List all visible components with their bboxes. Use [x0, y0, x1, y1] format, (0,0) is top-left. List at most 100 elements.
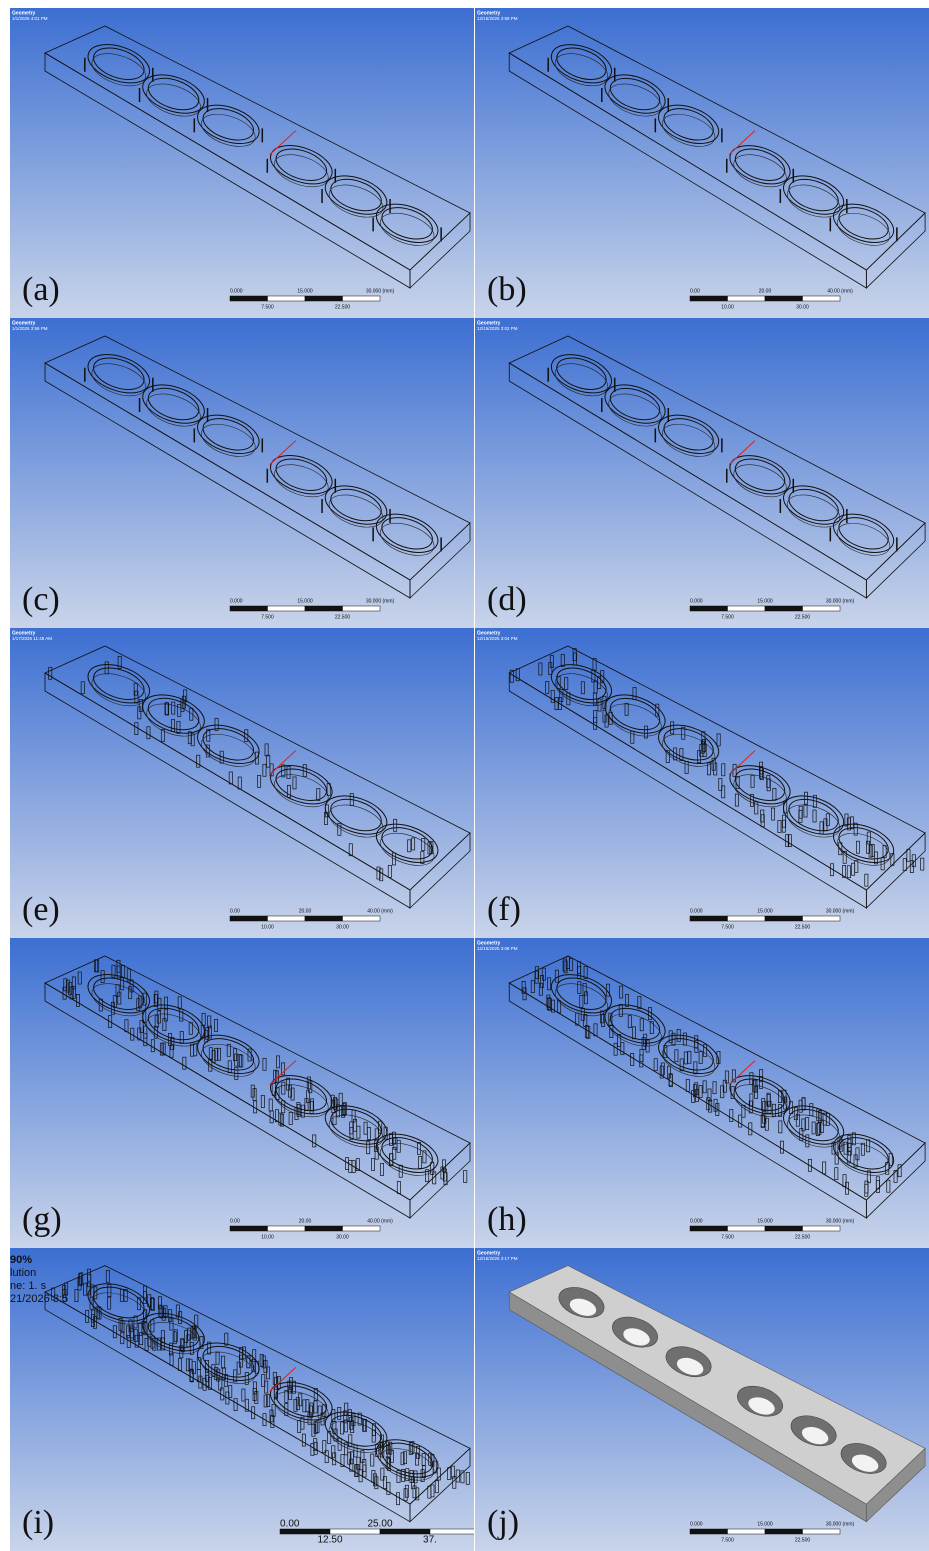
viewport-header: 12/15/2025 3:02 PM — [477, 326, 518, 331]
scale-label: 30.00 — [336, 1234, 349, 1240]
scale-label: 0.000 — [690, 908, 703, 914]
panel: 90%lutionne: 1. s21/2026 3:5 (i) 0.00 25.00… — [10, 1248, 474, 1551]
panel-label: (a) — [22, 271, 60, 308]
scale-label: 7.500 — [721, 924, 734, 930]
scale-bar-segment — [343, 296, 381, 301]
panel-label: (f) — [487, 891, 521, 928]
scale-label: 30.000 (mm) — [826, 598, 855, 604]
scale-label: 0.00 — [230, 908, 240, 914]
scale-label: 30.000 (mm) — [826, 908, 855, 914]
scale-bar-segment — [268, 1226, 306, 1231]
scale-bar-segment — [803, 1226, 841, 1231]
viewport-header: 12/15/2025 3:08 PM — [477, 946, 518, 951]
scale-label: 15.000 — [757, 598, 773, 604]
scale-bar-segment — [728, 296, 766, 301]
scale-bar-segment — [728, 1529, 766, 1534]
scale-bar-segment — [765, 1529, 803, 1534]
scale-bar-segment — [690, 296, 728, 301]
viewport-header: 1/1/2026 4:01 PM — [12, 16, 48, 21]
scale-label: 0.00 — [280, 1519, 300, 1530]
panel-label: (b) — [487, 271, 527, 308]
scale-label: 10.00 — [261, 924, 274, 930]
scale-label: 15.000 — [757, 1218, 773, 1224]
panel-label: (i) — [22, 1504, 54, 1541]
viewport-background — [10, 8, 474, 318]
scale-label: 22.500 — [795, 924, 811, 930]
scale-bar-segment — [268, 916, 306, 921]
viewport-header: 1/1/2026 3:56 PM — [12, 326, 48, 331]
viewport-background — [10, 628, 474, 938]
viewport-header: 90% — [10, 1254, 32, 1266]
scale-label: 25.00 — [367, 1519, 392, 1530]
panel: Geometry1/1/2026 3:56 PM(c)0.00015.00030… — [10, 318, 474, 628]
viewport-background — [10, 318, 474, 628]
scale-bar-segment — [728, 1226, 766, 1231]
scale-bar-segment — [430, 1529, 474, 1534]
scale-label: 30.000 (mm) — [826, 1218, 855, 1224]
scale-label: 0.000 — [690, 598, 703, 604]
panel: Geometry12/15/2025 3:02 PM(d)0.00015.000… — [475, 318, 929, 628]
scale-bar-segment — [690, 1226, 728, 1231]
scale-bar-segment — [230, 1226, 268, 1231]
scale-label: 7.500 — [721, 614, 734, 620]
viewport-header: ne: 1. s — [10, 1280, 47, 1292]
viewport-header: 1/17/2026 11:48 AM — [12, 636, 52, 641]
scale-label: 0.000 — [230, 288, 243, 294]
viewport-header: lution — [10, 1267, 36, 1279]
panel-label: (c) — [22, 581, 60, 618]
scale-label: 30.000 (mm) — [366, 288, 395, 294]
scale-bar-segment — [728, 916, 766, 921]
panel-label: (h) — [487, 1201, 527, 1238]
scale-bar-segment — [343, 916, 381, 921]
scale-label: 0.000 — [690, 1521, 703, 1527]
panel-label: (j) — [487, 1504, 519, 1541]
scale-bar-segment — [280, 1529, 330, 1534]
scale-label: 22.500 — [335, 304, 351, 310]
scale-bar-segment — [268, 296, 306, 301]
scale-bar-segment — [230, 606, 268, 611]
scale-label: 40.00 (mm) — [827, 288, 853, 294]
scale-label: 10.00 — [721, 304, 734, 310]
scale-bar-segment — [765, 1226, 803, 1231]
scale-bar-segment — [343, 1226, 381, 1231]
viewport-background — [475, 628, 929, 938]
viewport-header: 21/2026 3:5 — [10, 1293, 68, 1305]
scale-bar-segment — [803, 606, 841, 611]
scale-label: 15.000 — [757, 1521, 773, 1527]
panel: Geometry12/15/2025 3:17 PM(j)0.00015.000… — [475, 1248, 929, 1551]
scale-label: 30.00 — [336, 924, 349, 930]
scale-bar-segment — [343, 606, 381, 611]
figure: Geometry1/1/2026 4:01 PM(a)0.00015.00030… — [0, 0, 929, 1551]
scale-bar-segment — [330, 1529, 380, 1534]
panel-label: (e) — [22, 891, 60, 928]
scale-label: 22.500 — [795, 1234, 811, 1240]
scale-label: 0.000 — [230, 598, 243, 604]
scale-bar-segment — [305, 606, 343, 611]
scale-bar-segment — [690, 606, 728, 611]
scale-label: 7.500 — [261, 304, 274, 310]
panel-label: (d) — [487, 581, 527, 618]
scale-label: 0.00 — [230, 1218, 240, 1224]
scale-bar-segment — [803, 916, 841, 921]
scale-bar-segment — [690, 916, 728, 921]
viewport-background — [475, 318, 929, 628]
scale-bar-segment — [765, 606, 803, 611]
scale-bar-segment — [268, 606, 306, 611]
panel: Geometry1/17/2026 11:48 AM(e)0.0020.0040… — [10, 628, 474, 938]
scale-label: 0.00 — [690, 288, 700, 294]
scale-bar-segment — [305, 296, 343, 301]
scale-bar-segment — [728, 606, 766, 611]
scale-label: 15.000 — [757, 908, 773, 914]
scale-label: 15.000 — [297, 598, 313, 604]
scale-label: 30.000 (mm) — [826, 1521, 855, 1527]
scale-label: 40.00 (mm) — [367, 1218, 393, 1224]
scale-bar-segment — [380, 1529, 430, 1534]
scale-label: 40.00 (mm) — [367, 908, 393, 914]
scale-label: 30.00 — [796, 304, 809, 310]
scale-label: 7.500 — [721, 1234, 734, 1240]
scale-bar-segment — [305, 916, 343, 921]
scale-label: 20.00 — [299, 1218, 312, 1224]
scale-label: 7.500 — [721, 1537, 734, 1543]
